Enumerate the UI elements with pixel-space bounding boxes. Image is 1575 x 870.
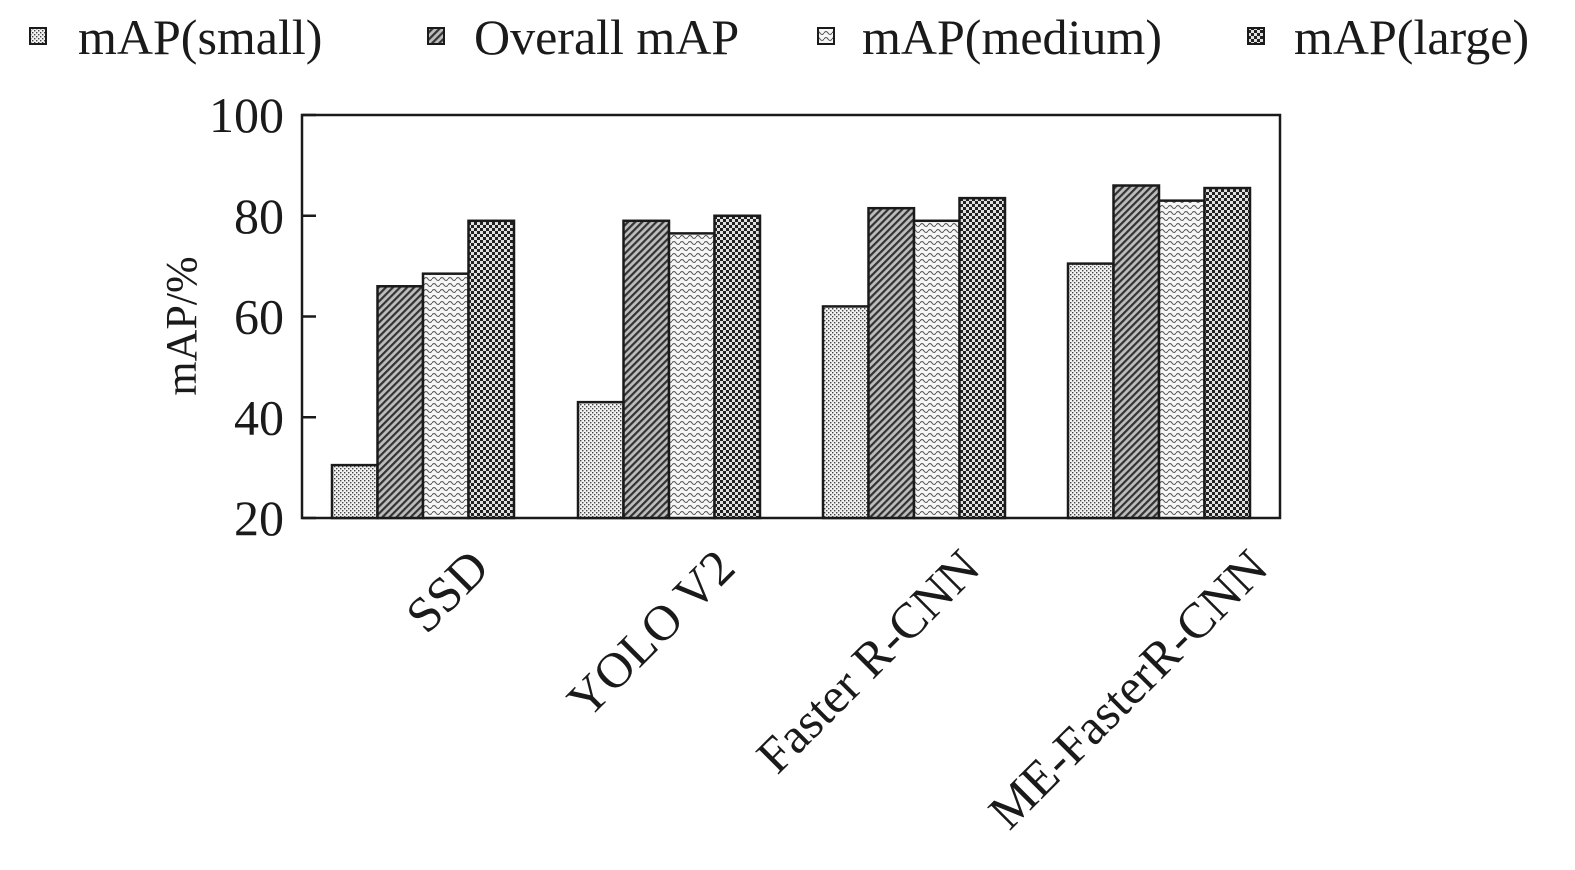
bar [330, 463, 379, 520]
bar [1203, 186, 1252, 520]
bar-group-1 [576, 214, 762, 520]
bar [867, 206, 916, 520]
y-tick-label: 20 [234, 490, 284, 546]
y-tick-label: 40 [234, 389, 284, 445]
legend-item: mAP(large) [1247, 9, 1529, 65]
bar-group-3 [1066, 184, 1252, 520]
legend: mAP(small) Overall mAP mAP(medium) mAP(larg… [29, 9, 1529, 65]
legend-swatch [1247, 27, 1265, 45]
bar [576, 400, 625, 520]
x-category-label: YOLO V2 [556, 539, 745, 728]
y-tick-label: 60 [234, 289, 284, 345]
bars-group [330, 184, 1252, 520]
legend-swatch [427, 27, 445, 45]
bar [1112, 184, 1161, 520]
legend-item: mAP(medium) [817, 9, 1162, 65]
legend-label: Overall mAP [474, 9, 739, 65]
bar [713, 214, 762, 520]
y-axis-title: mAP/% [157, 256, 206, 395]
bar [1157, 199, 1206, 520]
bar [958, 196, 1007, 520]
bar [667, 232, 716, 520]
x-category-label: ME-FasterR-CNN [977, 539, 1278, 840]
bar [622, 219, 671, 520]
legend-swatch [817, 27, 835, 45]
legend-item: Overall mAP [427, 9, 739, 65]
bar [912, 219, 961, 520]
x-category-label: SSD [395, 539, 499, 643]
legend-swatch [29, 27, 47, 45]
bar [467, 219, 516, 520]
bar-group-0 [330, 219, 516, 520]
bar [376, 285, 425, 520]
bar [821, 305, 870, 520]
y-axis: 20 40 60 80 100 [209, 87, 316, 546]
bar-group-2 [821, 196, 1007, 520]
legend-label: mAP(small) [78, 9, 322, 65]
bar [1066, 262, 1115, 520]
legend-label: mAP(large) [1294, 9, 1529, 65]
legend-item: mAP(small) [29, 9, 322, 65]
y-tick-label: 100 [209, 87, 284, 143]
x-category-label: Faster R-CNN [745, 539, 990, 784]
legend-label: mAP(medium) [862, 9, 1162, 65]
y-tick-label: 80 [234, 188, 284, 244]
bar [421, 272, 470, 520]
